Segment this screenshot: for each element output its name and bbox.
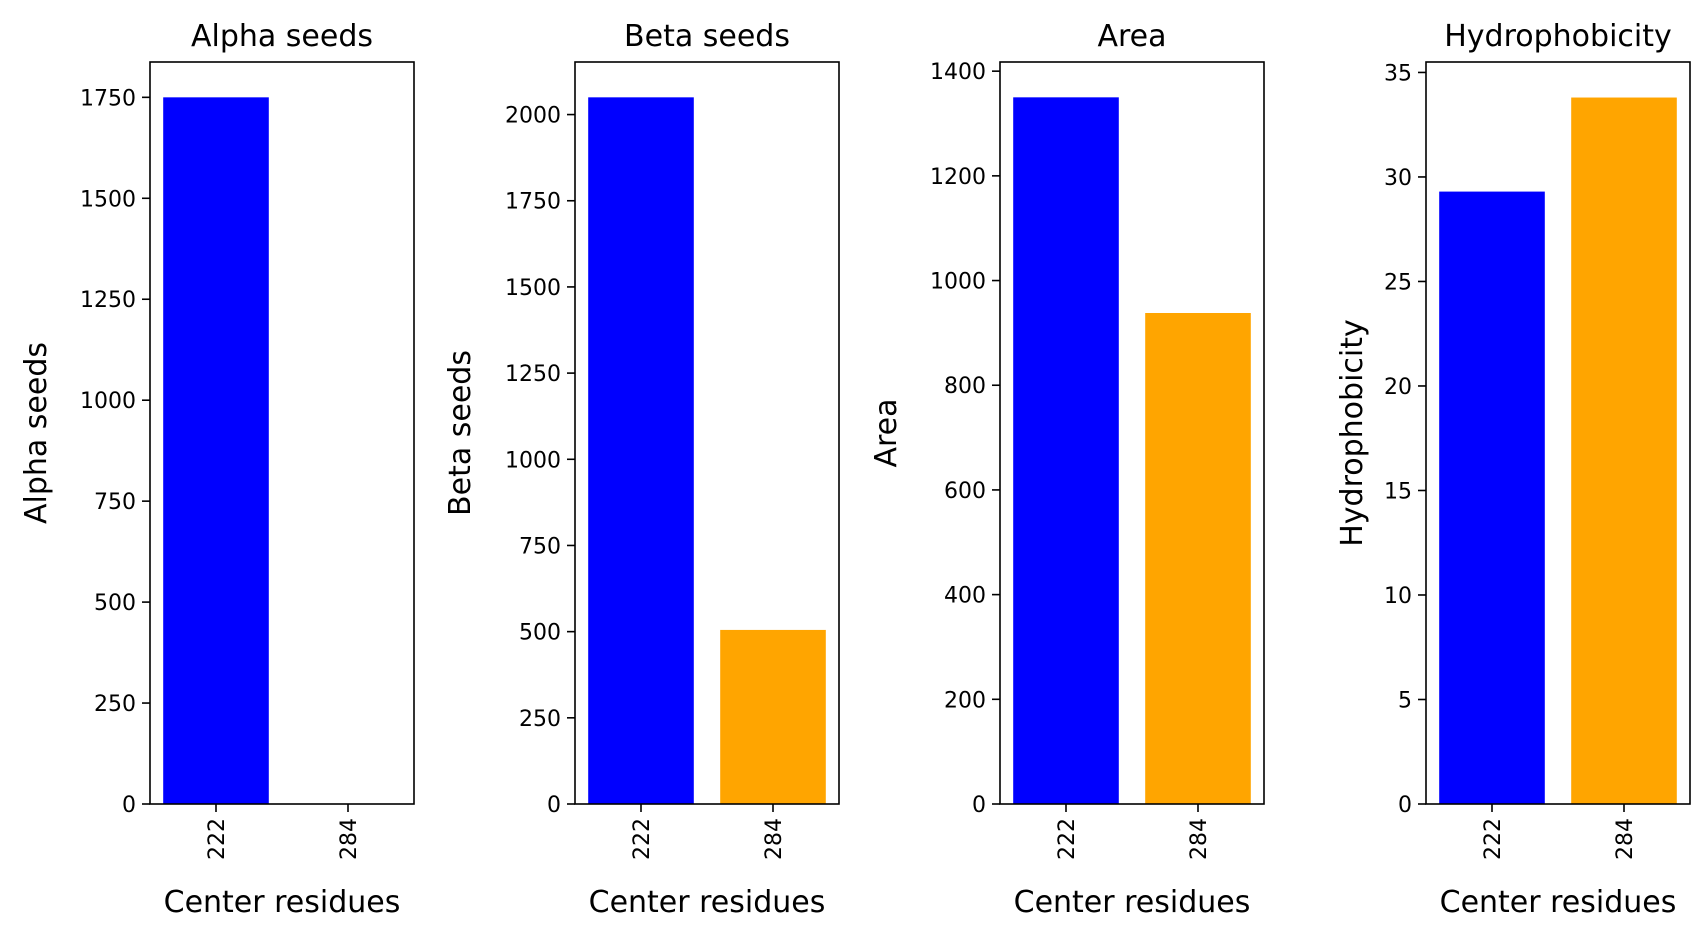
y-tick-label: 5: [1398, 688, 1412, 713]
x-tick-label: 284: [1613, 818, 1638, 860]
chart-title: Area: [1097, 19, 1166, 54]
y-tick-label: 25: [1384, 270, 1412, 295]
bar-284: [1145, 312, 1251, 804]
y-tick-label: 600: [944, 479, 986, 504]
x-tick-label: 222: [205, 818, 230, 860]
y-tick-label: 1200: [930, 165, 986, 190]
y-tick-label: 0: [1398, 793, 1412, 818]
x-tick-label: 222: [1055, 818, 1080, 860]
y-axis-label: Area: [869, 398, 904, 467]
y-tick-label: 10: [1384, 584, 1412, 609]
y-tick-label: 750: [94, 490, 136, 515]
y-tick-label: 800: [944, 374, 986, 399]
y-tick-label: 0: [122, 793, 136, 818]
y-tick-label: 400: [944, 584, 986, 609]
x-axis-label: Center residues: [1014, 885, 1251, 920]
y-tick-label: 1500: [80, 187, 136, 212]
y-tick-label: 1500: [505, 276, 561, 301]
y-tick-label: 1000: [930, 270, 986, 295]
bar-222: [163, 97, 269, 805]
x-axis-label: Center residues: [164, 885, 401, 920]
y-tick-label: 1400: [930, 60, 986, 85]
plot-frame: [999, 61, 1265, 805]
y-tick-label: 20: [1384, 375, 1412, 400]
y-tick-label: 250: [94, 692, 136, 717]
x-tick-label: 222: [630, 818, 655, 860]
y-tick-label: 1250: [80, 288, 136, 313]
x-tick-label: 222: [1481, 818, 1506, 860]
bar-222: [1013, 97, 1119, 805]
y-tick-label: 500: [94, 591, 136, 616]
plot-frame: [149, 61, 415, 805]
chart-title: Hydrophobicity: [1444, 19, 1672, 54]
x-tick-label: 284: [762, 818, 787, 860]
bar-222: [588, 97, 694, 805]
chart-title: Alpha seeds: [191, 19, 373, 54]
y-tick-label: 30: [1384, 166, 1412, 191]
y-tick-label: 15: [1384, 479, 1412, 504]
plot-frame: [1425, 61, 1691, 805]
y-tick-label: 0: [972, 793, 986, 818]
y-tick-label: 200: [944, 688, 986, 713]
x-axis-label: Center residues: [1440, 885, 1677, 920]
y-tick-label: 1750: [505, 190, 561, 215]
x-tick-label: 284: [1187, 818, 1212, 860]
y-tick-label: 35: [1384, 61, 1412, 86]
y-tick-label: 1000: [80, 389, 136, 414]
y-tick-label: 1000: [505, 448, 561, 473]
y-tick-label: 750: [519, 534, 561, 559]
chart-title: Beta seeds: [624, 19, 790, 54]
bar-222: [1439, 191, 1545, 804]
plot-frame: [574, 61, 840, 805]
y-tick-label: 500: [519, 621, 561, 646]
y-tick-label: 0: [547, 793, 561, 818]
y-axis-label: Hydrophobicity: [1335, 319, 1370, 547]
y-tick-label: 1250: [505, 362, 561, 387]
y-tick-label: 250: [519, 707, 561, 732]
bar-284: [1571, 97, 1677, 804]
y-axis-label: Beta seeds: [443, 350, 478, 516]
y-axis-label: Alpha seeds: [19, 342, 54, 524]
x-tick-label: 284: [337, 818, 362, 860]
x-axis-label: Center residues: [589, 885, 826, 920]
y-tick-label: 2000: [505, 104, 561, 129]
bar-284: [720, 629, 826, 804]
y-tick-label: 1750: [80, 86, 136, 111]
